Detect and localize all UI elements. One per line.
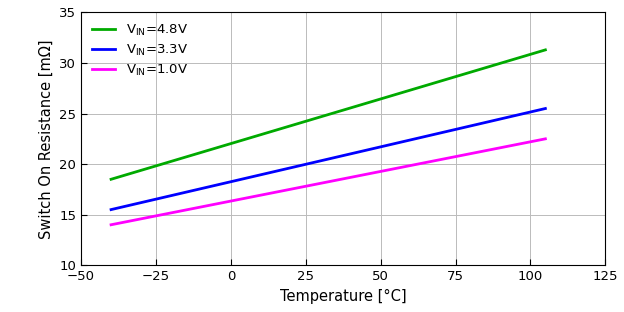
Y-axis label: Switch On Resistance [mΩ]: Switch On Resistance [mΩ] bbox=[39, 39, 54, 239]
Legend: $\mathregular{V_{IN}}$=4.8V, $\mathregular{V_{IN}}$=3.3V, $\mathregular{V_{IN}}$: $\mathregular{V_{IN}}$=4.8V, $\mathregul… bbox=[88, 19, 192, 81]
X-axis label: Temperature [°C]: Temperature [°C] bbox=[280, 289, 406, 304]
